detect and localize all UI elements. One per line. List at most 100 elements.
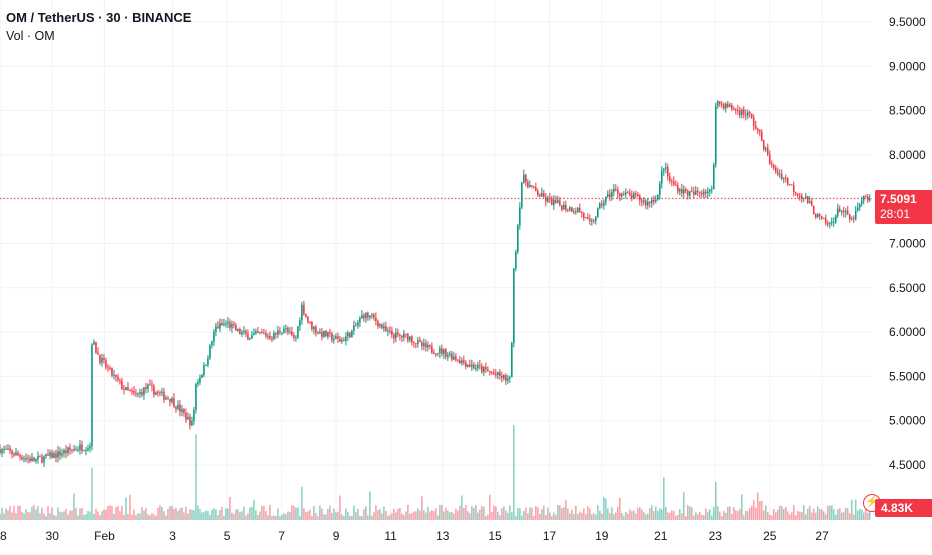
- candle-body: [816, 214, 819, 218]
- price-axis[interactable]: 9.50009.00008.50008.00007.50007.00006.50…: [889, 15, 926, 472]
- candle-body: [221, 323, 223, 325]
- candle-body: [97, 352, 99, 355]
- candle-body: [403, 333, 405, 338]
- volume-bar: [253, 499, 255, 520]
- volume-bar: [271, 516, 273, 520]
- candle-body: [603, 202, 605, 206]
- candle-body: [662, 168, 665, 171]
- candle-body: [251, 335, 253, 339]
- volume-bar: [674, 515, 677, 520]
- volume-bar: [69, 510, 71, 520]
- candle-body: [537, 190, 539, 196]
- volume-bar: [355, 512, 357, 520]
- candle-body: [291, 331, 293, 336]
- volume-bar: [800, 512, 803, 520]
- volume-bar: [752, 499, 755, 520]
- volume-bar: [770, 515, 773, 520]
- volume-bar: [295, 507, 297, 520]
- volume-bar: [375, 505, 377, 520]
- volume-bar: [756, 492, 759, 520]
- volume-bar: [81, 507, 83, 520]
- candle-body: [581, 211, 583, 214]
- volume-bar: [864, 500, 867, 520]
- candle-body: [235, 325, 237, 331]
- volume-bar: [639, 507, 641, 520]
- volume-bar: [105, 509, 107, 520]
- volume-bar: [527, 513, 529, 520]
- candle-body: [668, 176, 671, 181]
- candle-body: [71, 449, 73, 451]
- candle-body: [838, 208, 841, 212]
- volume-bar: [666, 512, 669, 520]
- volume-bar: [774, 512, 777, 520]
- candle-body: [203, 365, 205, 375]
- candle-body: [533, 186, 535, 188]
- candle-body: [271, 338, 273, 340]
- volume-bar: [553, 512, 555, 520]
- candle-body: [517, 225, 519, 252]
- candle-body: [199, 377, 201, 383]
- volume-bar: [734, 510, 737, 520]
- volume-bar: [373, 512, 375, 520]
- x-tick-label: 27: [815, 529, 829, 543]
- candle-body: [381, 324, 383, 329]
- candle-body: [720, 103, 723, 105]
- candle-body: [191, 420, 193, 426]
- candle-body: [415, 343, 417, 345]
- volume-bar: [577, 513, 579, 520]
- candle-body: [173, 398, 175, 407]
- volume-bar: [29, 512, 31, 520]
- time-axis[interactable]: 28 30 Feb 3 5 7 9 11 13 15 17 19 21 23 25 27: [0, 529, 829, 543]
- volume-bar: [483, 506, 485, 520]
- volume-bar: [469, 513, 471, 520]
- volume-bar: [860, 509, 863, 520]
- candle-body: [417, 340, 419, 344]
- volume-bar: [159, 505, 161, 520]
- volume-bar: [818, 509, 821, 520]
- candle-body: [347, 332, 349, 337]
- candle-body: [55, 453, 57, 458]
- volume-bar: [736, 511, 739, 520]
- volume-bar: [579, 511, 581, 520]
- volume-bar: [395, 512, 397, 520]
- volume-bar: [497, 511, 499, 520]
- volume-bar: [171, 505, 173, 520]
- candle-body: [159, 392, 161, 394]
- candle-body: [611, 191, 613, 197]
- candle-body: [625, 192, 627, 195]
- volume-bar: [832, 509, 835, 520]
- volume-bar: [672, 511, 675, 520]
- volume-bar: [784, 506, 787, 520]
- volume-bar: [537, 507, 539, 520]
- candle-body: [535, 187, 537, 191]
- volume-bar: [75, 507, 77, 520]
- volume-bar: [599, 510, 601, 520]
- volume-bar: [700, 514, 703, 520]
- candle-body: [409, 336, 411, 341]
- candle-body: [531, 185, 533, 187]
- candle-body: [856, 207, 859, 211]
- volume-bar: [680, 513, 683, 520]
- candle-body: [161, 391, 163, 393]
- volume-bar: [517, 508, 519, 520]
- volume-indicator-label[interactable]: Vol · OM: [6, 29, 55, 43]
- candle-body: [519, 207, 521, 226]
- volume-bar: [391, 513, 393, 520]
- candle-body: [814, 214, 817, 218]
- candle-body: [786, 178, 789, 185]
- volume-bar: [744, 510, 747, 520]
- symbol-title[interactable]: OM / TetherUS · 30 · BINANCE: [6, 10, 192, 25]
- volume-bar: [287, 511, 289, 520]
- candle-body: [521, 182, 523, 208]
- candle-body: [832, 221, 835, 223]
- volume-bar: [59, 511, 61, 520]
- candle-body: [429, 344, 431, 347]
- volume-bar: [27, 511, 29, 520]
- volume-bar: [423, 510, 425, 520]
- volume-bar: [471, 506, 473, 520]
- volume-bar: [407, 504, 409, 520]
- candle-body: [772, 165, 775, 168]
- volume-bar: [571, 509, 573, 520]
